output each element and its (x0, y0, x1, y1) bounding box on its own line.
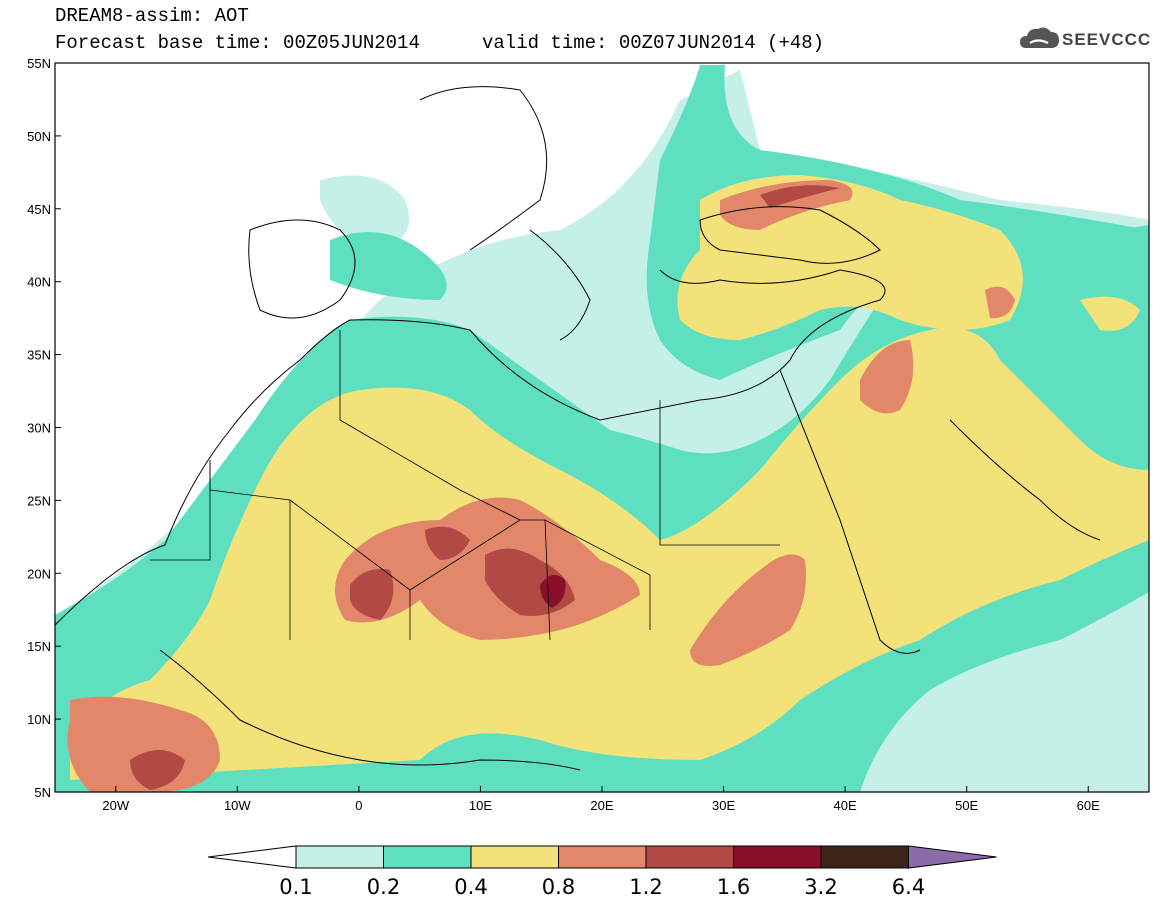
lat-label: 30N (27, 421, 51, 436)
aot-band-1.6 (540, 575, 566, 608)
lat-label: 5N (34, 785, 51, 800)
country-borders (150, 330, 780, 641)
lon-label: 60E (1077, 798, 1100, 813)
lat-label: 15N (27, 639, 51, 654)
colorbar-swatch (645, 845, 734, 869)
forecast-base-time: Forecast base time: 00Z05JUN2014 (55, 32, 420, 54)
lon-label: 30E (712, 798, 735, 813)
colorbar-swatch (470, 845, 559, 869)
colorbar-swatch (733, 845, 822, 869)
colorbar-label: 1.2 (629, 875, 662, 898)
colorbar-label: 0.4 (454, 875, 487, 898)
lon-label: 10W (224, 798, 251, 813)
colorbar-label: 1.6 (717, 875, 750, 898)
colorbar-label: 0.1 (279, 875, 312, 898)
colorbar: 0.1 0.2 0.4 0.8 1.2 1.6 3.2 6.4 (207, 845, 997, 898)
colorbar-over-triangle (908, 845, 997, 869)
colorbar-label: 6.4 (892, 875, 925, 898)
lat-label: 50N (27, 129, 51, 144)
lon-label: 50E (955, 798, 978, 813)
aot-band-1.2 (130, 185, 840, 790)
colorbar-swatch (383, 845, 472, 869)
lat-label: 25N (27, 493, 51, 508)
colorbar-swatch (558, 845, 647, 869)
colorbar-label: 0.8 (542, 875, 575, 898)
lat-label: 35N (27, 348, 51, 363)
lon-label: 40E (834, 798, 857, 813)
axis-ticks: 55N 50N 45N 40N 35N 30N 25N 20N 15N 10N 5N 20W 10W 0 1… (27, 56, 1100, 813)
map-title: DREAM8-assim: AOT (55, 5, 249, 27)
lat-label: 10N (27, 712, 51, 727)
colorbar-swatch (295, 845, 384, 869)
seevccc-logo: SEEVCCC (1062, 30, 1152, 49)
lat-label: 40N (27, 275, 51, 290)
lat-label: 55N (27, 56, 51, 71)
coastline (55, 86, 1101, 771)
lat-label: 20N (27, 566, 51, 581)
cloud-icon (1020, 27, 1059, 48)
colorbar-label: 0.2 (367, 875, 400, 898)
lon-label: 20W (102, 798, 129, 813)
colorbar-under-triangle (207, 845, 297, 869)
lat-label: 45N (27, 202, 51, 217)
lon-label: 20E (590, 798, 613, 813)
lon-label: 0 (355, 798, 362, 813)
valid-time: valid time: 00Z07JUN2014 (+48) (482, 32, 825, 54)
colorbar-swatch (820, 845, 909, 869)
lon-label: 10E (469, 798, 492, 813)
aot-map: 55N 50N 45N 40N 35N 30N 25N 20N 15N 10N 5N 20W 10W 0 1… (27, 56, 1150, 813)
colorbar-label: 3.2 (804, 875, 837, 898)
